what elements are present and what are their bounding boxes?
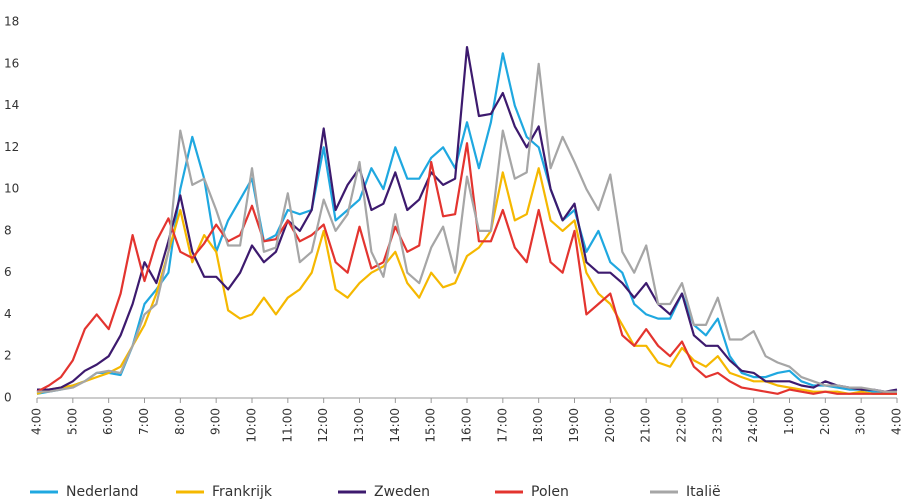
series-line <box>36 142 897 395</box>
x-tick-label: 7:00 <box>137 408 151 435</box>
y-tick-label: 6 <box>4 265 12 279</box>
x-tick-label: 24:00 <box>746 408 760 443</box>
x-tick-label: 8:00 <box>173 408 187 435</box>
x-tick-label: 13:00 <box>352 408 366 443</box>
x-tick-label: 20:00 <box>603 408 617 443</box>
x-tick-label: 10:00 <box>245 408 259 443</box>
x-tick-label: 19:00 <box>567 408 581 443</box>
legend-label: Zweden <box>374 484 430 500</box>
x-tick-label: 3:00 <box>854 408 868 435</box>
y-tick-label: 12 <box>4 140 19 154</box>
x-tick-label: 2:00 <box>818 408 832 435</box>
legend-label: Polen <box>531 484 569 500</box>
series-line <box>36 167 897 395</box>
y-tick-label: 16 <box>4 56 19 70</box>
x-tick-label: 4:00 <box>30 408 44 435</box>
legend-label: Frankrijk <box>212 484 273 500</box>
x-tick-label: 9:00 <box>209 408 223 435</box>
x-tick-label: 11:00 <box>280 408 294 443</box>
x-tick-label: 22:00 <box>675 408 689 443</box>
x-tick-label: 5:00 <box>65 408 79 435</box>
y-tick-label: 8 <box>4 223 12 237</box>
x-tick-label: 21:00 <box>639 408 653 443</box>
x-tick-label: 14:00 <box>388 408 402 443</box>
x-tick-label: 18:00 <box>531 408 545 443</box>
series-line <box>37 46 898 393</box>
y-tick-label: 4 <box>4 307 12 321</box>
x-tick-label: 23:00 <box>710 408 724 443</box>
x-tick-label: 16:00 <box>460 408 474 443</box>
x-tick-label: 17:00 <box>495 408 509 443</box>
x-tick-label: 1:00 <box>782 408 796 435</box>
y-tick-label: 14 <box>4 98 19 112</box>
y-tick-label: 18 <box>4 15 19 29</box>
legend-label: Italië <box>686 484 721 500</box>
series-line <box>36 52 897 395</box>
x-tick-label: 12:00 <box>316 408 330 443</box>
legend-label: Nederland <box>66 484 139 500</box>
x-tick-label: 4:00 <box>890 408 904 435</box>
x-tick-label: 15:00 <box>424 408 438 443</box>
y-tick-label: 10 <box>4 182 19 196</box>
x-tick-label: 6:00 <box>101 408 115 435</box>
y-tick-label: 0 <box>4 391 12 405</box>
series-line <box>37 62 897 393</box>
y-tick-label: 2 <box>4 349 12 363</box>
